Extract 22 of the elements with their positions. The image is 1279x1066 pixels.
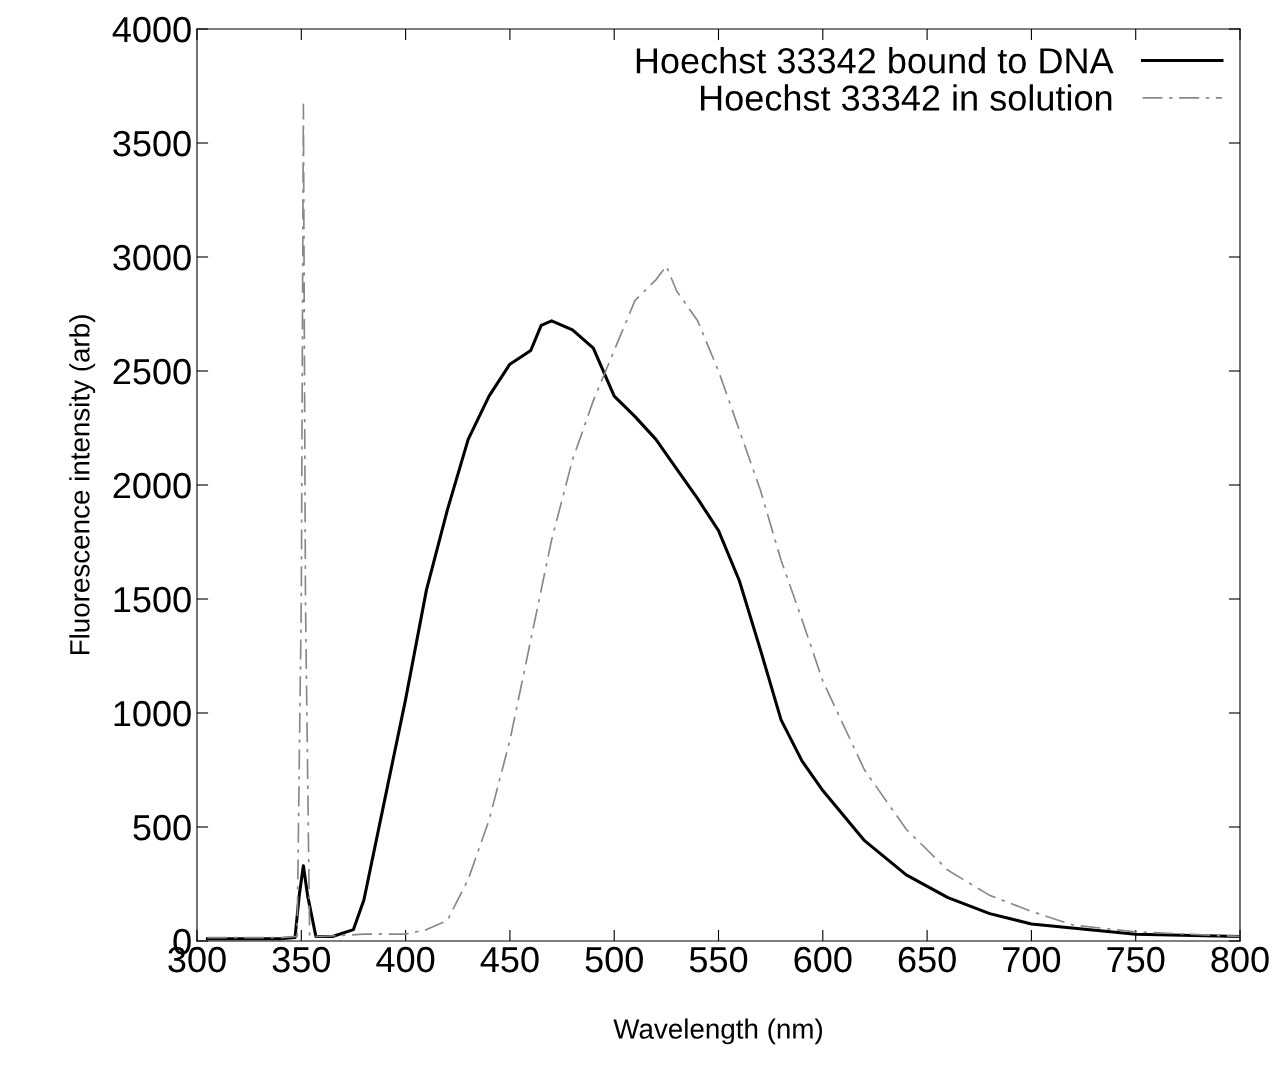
x-tick-label: 700: [1003, 946, 1061, 973]
x-tick-label: 350: [272, 946, 331, 973]
legend-label: Hoechst 33342 in solution: [701, 84, 1112, 111]
y-tick-label: 2500: [113, 358, 191, 385]
x-tick-label: 550: [689, 946, 748, 973]
legend-label: Hoechst 33342 bound to DNA: [636, 47, 1114, 74]
y-tick-label: 500: [133, 814, 191, 841]
y-tick-label: 3500: [113, 130, 191, 157]
x-tick-label: 450: [480, 946, 539, 973]
x-tick-label: 600: [794, 946, 852, 973]
x-tick-label: 650: [898, 946, 956, 973]
x-tick-label: 400: [376, 946, 435, 973]
x-tick-label: 500: [585, 946, 643, 973]
y-tick-label: 4000: [112, 16, 191, 43]
x-tick-label: 750: [1107, 946, 1165, 973]
x-tick-label: 800: [1211, 946, 1269, 973]
y-tick-label: 3000: [113, 244, 191, 271]
y-tick-label: 1000: [114, 700, 191, 727]
y-tick-label: 1500: [114, 586, 191, 613]
y-axis-title: Fluorescence intensity (arb): [69, 315, 96, 655]
y-tick-label: 2000: [113, 472, 191, 499]
x-axis-title: Wavelength (nm): [613, 1018, 823, 1045]
